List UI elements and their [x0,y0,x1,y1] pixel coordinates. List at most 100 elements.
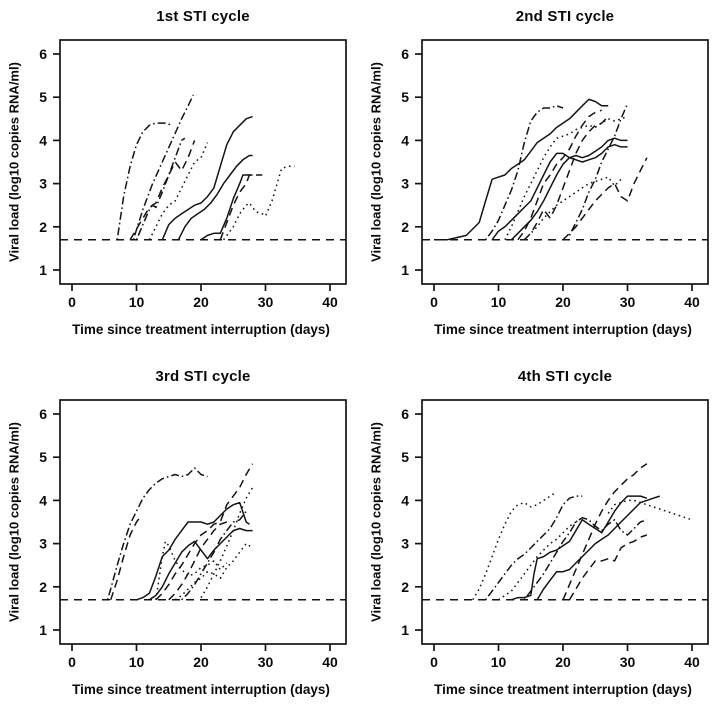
plot-frame [421,39,709,285]
x-axis-label: Time since treatment interruption (days) [434,682,692,697]
plot-frame [59,399,347,645]
y-tick-label: 5 [401,89,409,105]
trajectory-solid [161,115,253,241]
chart-canvas: 0 10 20 30 40 1 2 3 4 5 6 [39,399,347,670]
y-axis-label: Viral load (log10 copies RNA/ml) [6,62,22,262]
trajectory-dashed [562,463,648,601]
x-tick-label: 0 [68,654,76,670]
chart-canvas: 0 10 20 30 40 1 2 3 4 5 6 [39,39,347,310]
trajectory-solid [200,174,253,241]
panel-title: 1st STI cycle [156,8,250,25]
trajectory-dotted [607,499,693,521]
y-tick-label: 4 [401,492,409,508]
x-tick-label: 10 [129,654,145,670]
trajectory-dashed [109,517,141,601]
y-tick-label: 6 [401,406,409,422]
panel-1st-sti-cycle: 1st STI cycle 0 10 20 30 40 1 2 3 4 5 6 Viral load… [0,0,362,360]
trajectory-solid [510,137,628,241]
trajectory-dashed [523,116,609,241]
x-tick-label: 20 [193,654,209,670]
trajectory-solid [511,495,648,601]
x-tick-label: 20 [193,294,209,310]
x-axis-label: Time since treatment interruption (days) [72,682,330,697]
trajectory-dashdot [106,467,208,601]
x-tick-label: 10 [129,294,145,310]
x-tick-label: 30 [620,294,636,310]
panel-2nd-sti-cycle: 2nd STI cycle 0 10 20 30 40 1 2 3 4 5 6 Viral load… [362,0,724,360]
y-tick-label: 4 [401,132,409,148]
trajectory-dashdot [132,94,194,241]
y-tick-label: 6 [39,46,47,62]
x-tick-label: 30 [258,294,274,310]
trajectory-solid [148,527,253,601]
trajectory-dashdot [568,103,629,236]
y-tick-label: 3 [401,176,409,192]
x-tick-label: 20 [555,294,571,310]
plot-frame [421,399,709,645]
panel-4th-sti-cycle: 4th STI cycle 0 10 20 30 40 1 2 3 4 5 6 Viral load… [362,360,724,720]
chart-canvas: 0 10 20 30 40 1 2 3 4 5 6 [401,399,709,670]
trajectory-solid [536,495,661,601]
y-tick-label: 2 [401,219,409,235]
y-tick-label: 4 [39,492,47,508]
y-tick-label: 5 [39,449,47,465]
trajectory-dotted [148,142,209,241]
panel-title: 4th STI cycle [517,368,613,385]
y-tick-label: 1 [39,262,47,278]
trajectory-dotted [174,542,254,601]
trajectory-dashed [517,109,602,241]
y-tick-label: 2 [39,219,47,235]
y-tick-label: 5 [39,89,47,105]
x-tick-label: 0 [430,654,438,670]
trajectory-dotted [472,491,558,601]
x-tick-label: 10 [491,294,507,310]
y-tick-label: 6 [39,406,47,422]
x-tick-label: 30 [620,654,636,670]
y-axis-label: Viral load (log10 copies RNA/ml) [368,62,384,262]
trajectory-dashdot [181,510,247,601]
y-tick-label: 4 [39,132,47,148]
y-tick-label: 2 [401,579,409,595]
x-axis-label: Time since treatment interruption (days) [434,322,692,337]
y-tick-label: 2 [39,579,47,595]
plot-frame [59,39,347,285]
x-tick-label: 0 [68,294,76,310]
trajectory-dashed [129,140,196,241]
chart-canvas: 0 10 20 30 40 1 2 3 4 5 6 [401,39,709,310]
trajectory-dashdot [484,495,583,601]
y-axis-label: Viral load (log10 copies RNA/ml) [368,422,384,622]
y-tick-label: 1 [401,622,409,638]
trajectory-dashed [155,463,254,601]
panel-3rd-sti-cycle: 3rd STI cycle 0 10 20 30 40 1 2 3 4 5 6 Viral load… [0,360,362,720]
trajectory-dashed [568,534,648,601]
trajectory-dashed [168,521,228,601]
x-tick-label: 10 [491,654,507,670]
x-tick-label: 40 [322,654,338,670]
trajectory-dotted [222,165,295,241]
trajectory-dashdot [116,122,173,240]
y-tick-label: 1 [39,622,47,638]
x-tick-label: 30 [258,654,274,670]
trajectory-solid [136,501,250,601]
x-tick-label: 0 [430,294,438,310]
trajectory-dotted [155,540,228,600]
y-tick-label: 5 [401,449,409,465]
trajectory-dotted [504,115,628,241]
x-axis-label: Time since treatment interruption (days) [72,322,330,337]
trajectory-dotted [200,487,254,598]
trajectory-dashdot [135,137,186,241]
panel-title: 2nd STI cycle [515,8,615,25]
trajectory-solid [491,143,628,241]
trajectory-dashed [219,174,263,241]
trajectory-solid [434,98,609,241]
trajectory-solid [177,154,253,241]
x-tick-label: 40 [684,654,700,670]
trajectory-dotted [498,517,583,601]
x-tick-label: 20 [555,654,571,670]
x-tick-label: 40 [322,294,338,310]
trajectory-dashed [562,157,648,241]
y-tick-label: 3 [39,176,47,192]
panel-title: 3rd STI cycle [155,368,251,385]
y-tick-label: 3 [39,536,47,552]
